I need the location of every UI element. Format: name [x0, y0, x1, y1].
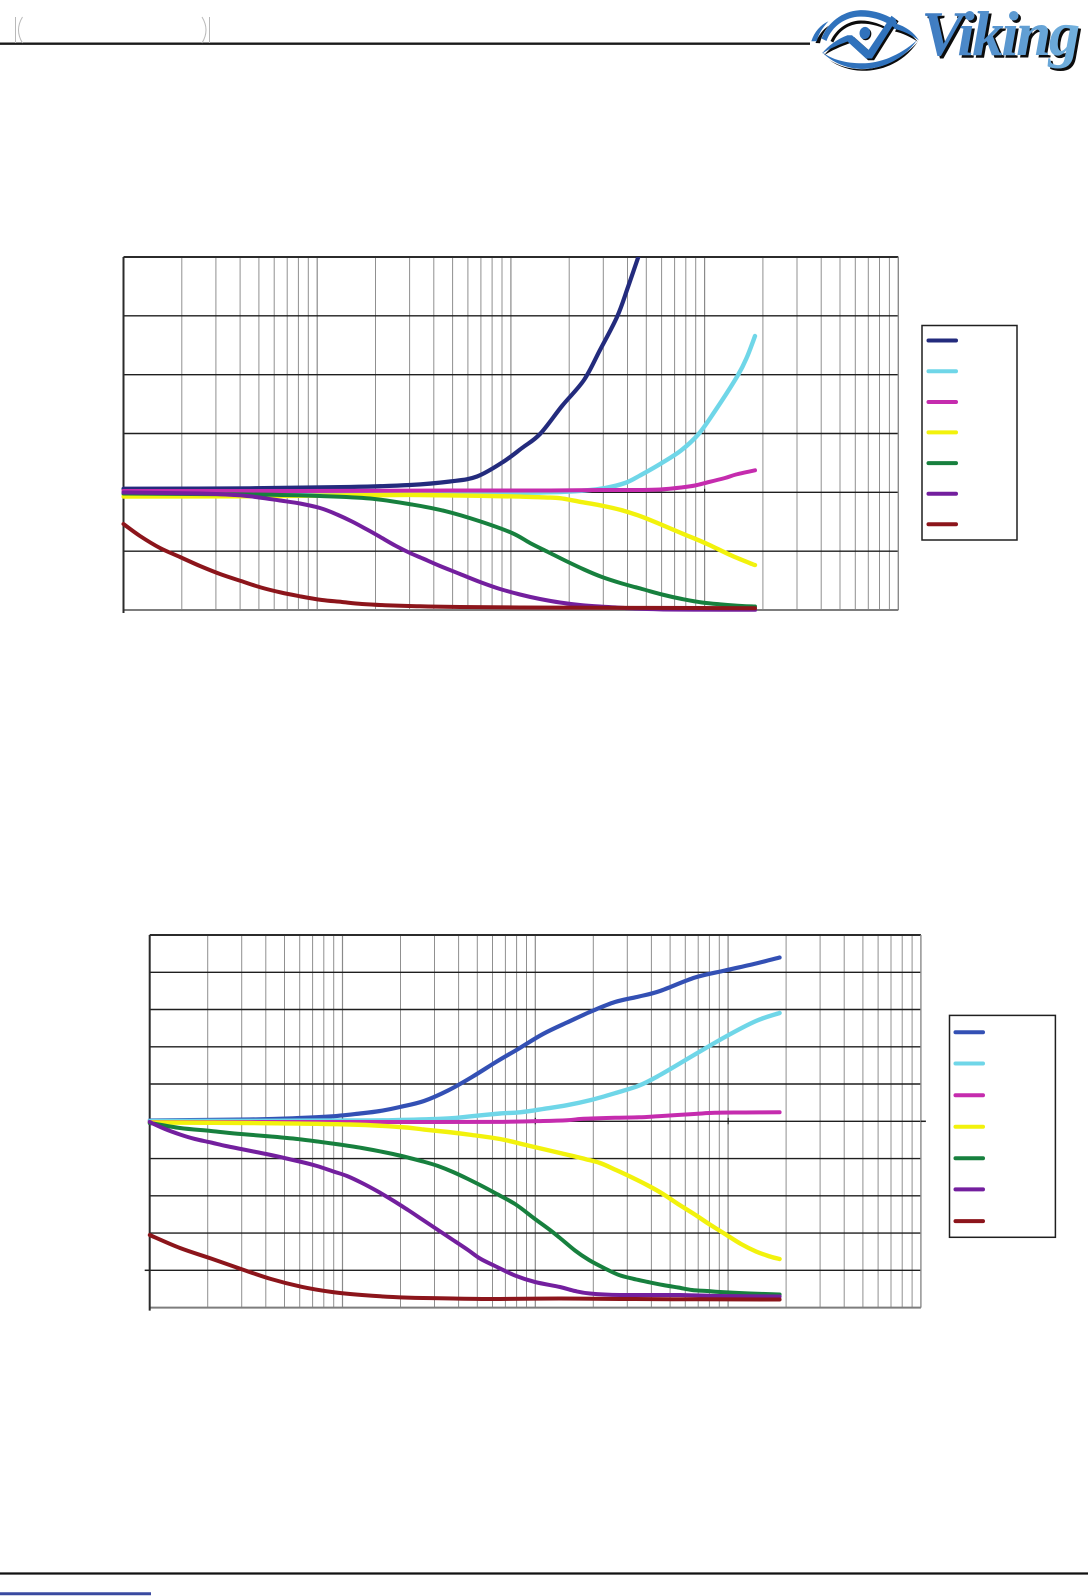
svg-text:Viking: Viking: [921, 0, 1080, 69]
svg-text:Viking: Viking: [924, 1, 1083, 71]
